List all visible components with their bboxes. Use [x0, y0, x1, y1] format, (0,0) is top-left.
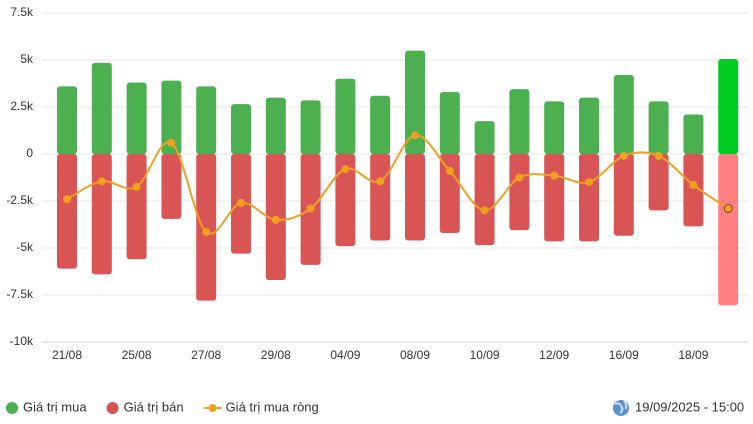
- legend-item: Giá trị mua: [6, 399, 87, 414]
- bar: [544, 101, 565, 154]
- bar: [57, 86, 77, 154]
- y-tick-label: -2.5k: [6, 193, 34, 207]
- bar: [126, 154, 147, 260]
- bar: [613, 75, 634, 154]
- bar: [683, 114, 704, 154]
- timestamp-group: 19/09/2025 - 15:00: [613, 399, 744, 416]
- bar: [613, 154, 634, 236]
- net-point: [341, 165, 350, 174]
- legend-label: Giá trị mua ròng: [226, 399, 319, 414]
- bar: [231, 104, 251, 154]
- x-tick-label: 12/09: [539, 348, 569, 362]
- net-point: [237, 198, 245, 207]
- bar: [57, 154, 77, 269]
- legend-marker: [6, 402, 18, 414]
- net-point: [63, 195, 71, 204]
- x-tick-label: 08/09: [400, 348, 430, 362]
- bar: [509, 154, 530, 231]
- y-tick-label: 7.5k: [10, 5, 34, 19]
- legend-label: Giá trị bán: [124, 399, 184, 414]
- legend-label: Giá trị mua: [23, 399, 87, 414]
- net-point: [585, 178, 593, 187]
- net-point: [445, 166, 454, 175]
- net-point: [619, 151, 628, 160]
- bar: [579, 154, 599, 242]
- net-point: [167, 138, 176, 147]
- bar: [718, 59, 739, 155]
- y-tick-label: 0: [26, 146, 33, 160]
- bar: [126, 82, 147, 154]
- bar: [370, 95, 391, 154]
- net-point: [271, 215, 280, 224]
- bar: [544, 154, 565, 242]
- globe-icon-detail: [614, 400, 628, 414]
- legend-item: Giá trị mua ròng: [203, 399, 319, 414]
- x-tick-label: 21/08: [52, 348, 82, 362]
- bar: [718, 154, 739, 306]
- bar: [335, 154, 356, 247]
- bar: [648, 101, 669, 154]
- y-tick-label: 5k: [20, 52, 34, 66]
- bar: [474, 121, 495, 154]
- legend-marker: [106, 402, 119, 414]
- timestamp: 19/09/2025 - 15:00: [635, 399, 744, 414]
- x-tick-label: 18/09: [678, 348, 708, 362]
- net-point: [376, 177, 385, 186]
- legend-marker: [208, 404, 217, 412]
- bar: [335, 78, 356, 154]
- x-tick-label: 16/09: [609, 348, 639, 362]
- bar: [161, 154, 182, 219]
- y-tick-label: 2.5k: [10, 99, 34, 113]
- net-point: [515, 173, 524, 182]
- x-tick-label: 25/08: [122, 348, 152, 362]
- net-point: [97, 177, 106, 186]
- net-point: [654, 151, 663, 160]
- bar: [370, 154, 391, 241]
- x-tick-label: 04/09: [330, 348, 360, 362]
- y-tick-label: -7.5k: [6, 287, 34, 301]
- y-tick-label: -10k: [10, 334, 34, 348]
- net-point: [306, 204, 315, 213]
- y-tick-label: -5k: [16, 240, 34, 254]
- net-point: [723, 204, 733, 214]
- net-point: [132, 182, 141, 191]
- bar: [579, 97, 599, 154]
- bar: [509, 89, 530, 154]
- bar: [648, 154, 669, 211]
- net-point: [202, 228, 211, 237]
- bar: [683, 154, 704, 227]
- bar: [161, 80, 182, 154]
- legend-item: Giá trị bán: [106, 399, 184, 414]
- net-point: [480, 206, 489, 215]
- net-point: [550, 171, 559, 180]
- bar: [91, 62, 112, 154]
- bar: [439, 154, 460, 233]
- bar: [474, 154, 495, 246]
- bar: [196, 154, 217, 301]
- bar: [439, 91, 460, 154]
- bar: [265, 97, 286, 154]
- bar: [405, 154, 425, 241]
- bar: [196, 86, 217, 154]
- bar: [91, 154, 112, 275]
- bar: [300, 100, 321, 154]
- net-point: [411, 131, 419, 140]
- bar: [405, 50, 425, 154]
- net-point: [689, 181, 698, 190]
- x-tick-label: 10/09: [470, 348, 500, 362]
- x-tick-label: 27/08: [191, 348, 221, 362]
- x-tick-label: 29/08: [261, 348, 291, 362]
